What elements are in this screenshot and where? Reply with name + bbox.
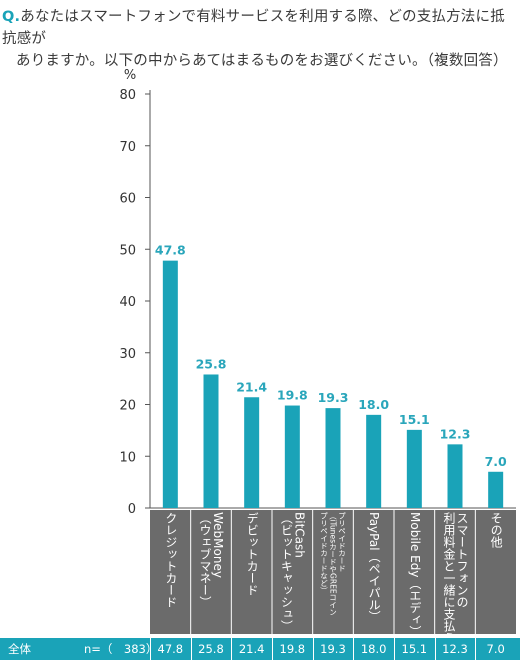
category-label: Mobile Edy（エディ）	[407, 512, 422, 638]
category-label-cell: その他	[475, 512, 516, 632]
bar-value-label: 18.0	[358, 397, 389, 412]
category-label-panel	[150, 510, 516, 634]
bar	[162, 260, 178, 508]
bar	[406, 429, 422, 508]
bar-value-label: 15.1	[399, 412, 430, 427]
bar	[447, 444, 463, 508]
bar-value-label: 21.4	[236, 379, 267, 394]
bar	[244, 397, 260, 508]
question-text: Q.あなたはスマートフォンで有料サービスを利用する際、どの支払方法に抵抗感が あ…	[2, 6, 516, 72]
category-label: クレジットカード	[163, 512, 178, 608]
question-prefix: Q.	[2, 9, 21, 25]
bar-value-label: 7.0	[485, 454, 507, 469]
category-label: デビットカード	[245, 512, 260, 596]
summary-row-value: 21.4	[238, 642, 265, 656]
summary-row-separator	[394, 638, 395, 660]
category-label-cell: WebMoney （ウェブマネー）	[191, 512, 232, 632]
y-tick-label: 50	[119, 243, 136, 258]
category-label: BitCash （ビットキャッシュ）	[279, 512, 307, 632]
summary-row-separator	[434, 638, 436, 660]
summary-row-value: 25.8	[198, 642, 224, 656]
bar-value-label: 12.3	[440, 426, 471, 441]
category-label-cell: プリペイドカード （iTunesカードやGREEコイン プリペイドカードなど）	[313, 512, 354, 632]
summary-row-value: 19.3	[320, 642, 346, 656]
summary-row-separator	[312, 638, 314, 660]
category-label: PayPal（ペイパル）	[367, 512, 382, 623]
summary-row-separator	[272, 638, 273, 660]
bar	[325, 408, 341, 508]
summary-row: 全体 n=（ 383） 47.8 25.8 21.4 19.8 19.3 18.0 15.1…	[0, 638, 520, 660]
category-label-cell: Mobile Edy（エディ）	[394, 512, 435, 638]
question-line-2: ありますか。以下の中からあてはまるものをお選びください。（複数回答）	[16, 53, 508, 69]
bar	[488, 471, 504, 508]
question-line-1: あなたはスマートフォンで有料サービスを利用する際、どの支払方法に抵抗感が	[2, 9, 505, 47]
summary-row-value: 7.0	[486, 642, 505, 656]
summary-row-label: 全体	[8, 642, 31, 656]
bars	[162, 260, 504, 508]
bar	[203, 374, 219, 508]
category-label: プリペイドカード （iTunesカードやGREEコイン プリペイドカードなど）	[319, 512, 347, 617]
y-tick-label: 0	[128, 502, 136, 517]
y-tick-label: 70	[119, 140, 136, 155]
category-label-cell: PayPal（ペイパル）	[353, 512, 394, 632]
y-tick-label: 20	[119, 399, 136, 414]
summary-row-separator	[150, 638, 151, 660]
bar	[366, 414, 382, 508]
summary-row-value: 12.3	[442, 642, 468, 656]
bar-value-label: 19.3	[318, 390, 349, 405]
y-tick-label: 80	[119, 88, 136, 103]
y-tick-label: 60	[119, 192, 136, 207]
y-tick-label: 30	[119, 347, 136, 362]
summary-row-separator	[475, 638, 477, 660]
summary-row-value: 47.8	[157, 642, 184, 656]
y-tick-label: 40	[119, 295, 136, 310]
summary-row-separator	[231, 638, 233, 660]
summary-row-value: 18.0	[360, 642, 387, 656]
bar-value-label: 47.8	[155, 243, 186, 258]
bar-value-label: 25.8	[196, 356, 227, 371]
summary-row-value: 19.8	[279, 642, 306, 656]
y-axis-unit: %	[124, 68, 136, 83]
y-tick-label: 10	[119, 450, 136, 465]
summary-row-value: 15.1	[401, 642, 428, 656]
category-label: その他	[489, 512, 504, 548]
value-labels: 47.8 25.8 21.4 19.8 19.3 18.0 15.1 12.3 7.0	[155, 243, 507, 469]
category-label-cell: BitCash （ビットキャッシュ）	[272, 512, 313, 632]
bar-value-label: 19.8	[277, 388, 308, 403]
category-label-cell: クレジットカード	[150, 512, 191, 632]
bar	[284, 405, 300, 508]
summary-row-n: n=（ 383）	[84, 642, 158, 656]
category-label: WebMoney （ウェブマネー）	[197, 512, 225, 608]
summary-row-separator	[353, 638, 355, 660]
category-label-cell: スマートフォンの 利用料金と一緒に支払う	[435, 512, 476, 644]
category-label-cell: デビットカード	[231, 512, 272, 632]
category-label: スマートフォンの 利用料金と一緒に支払う	[441, 512, 469, 644]
summary-row-separator	[190, 638, 192, 660]
